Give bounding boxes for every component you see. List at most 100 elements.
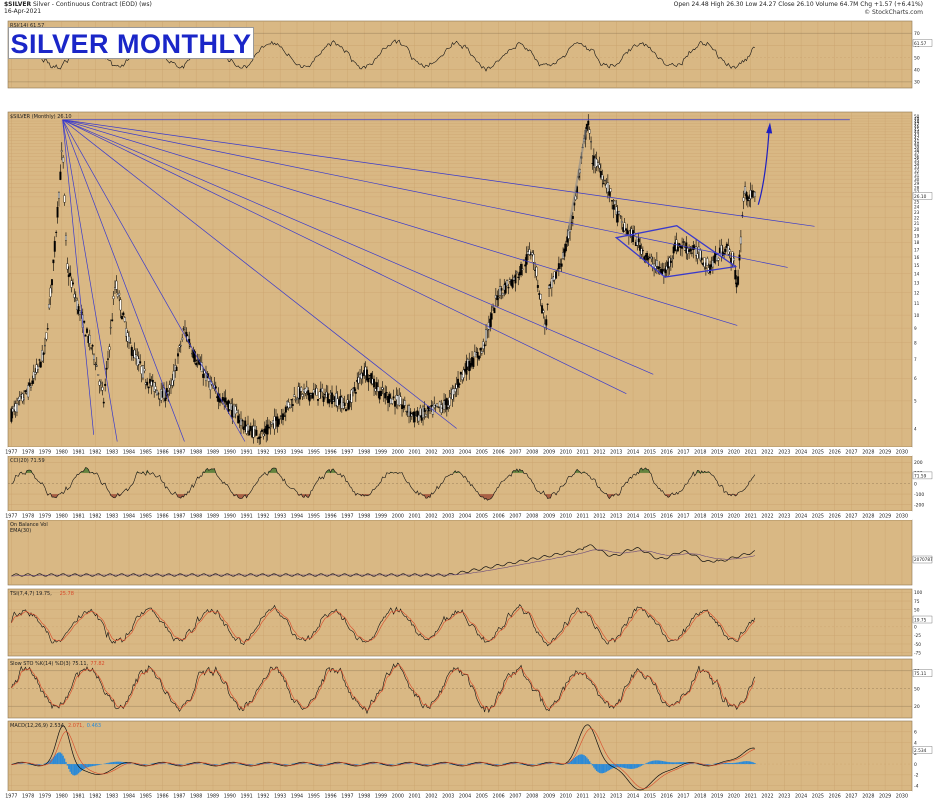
- price-candle-body: [73, 293, 76, 298]
- macd-histogram-bar: [381, 764, 384, 765]
- date-tick-label: 2018: [694, 794, 706, 799]
- price-candle-body: [321, 388, 324, 393]
- price-candle-body: [608, 191, 611, 196]
- price-candle-body: [380, 390, 383, 397]
- price-tick-label: 36: [914, 154, 920, 159]
- price-candle-body: [242, 426, 245, 431]
- date-tick-label: 2005: [476, 794, 488, 799]
- macd-histogram-bar: [688, 762, 690, 765]
- macd-histogram-bar: [507, 763, 510, 765]
- price-candle-body: [24, 390, 27, 392]
- macd-histogram-bar: [314, 764, 316, 766]
- date-tick-label: 2027: [845, 794, 857, 799]
- macd-histogram-bar: [318, 764, 321, 765]
- price-tick-label: 15: [914, 263, 920, 268]
- price-candle-body: [167, 391, 170, 395]
- price-candle-body: [664, 268, 667, 274]
- macd-histogram-bar: [90, 764, 92, 767]
- price-candle-body: [739, 236, 742, 245]
- price-candle-body: [143, 368, 146, 372]
- date-tick-label: 1998: [358, 514, 370, 520]
- macd-histogram-bar: [653, 760, 655, 765]
- price-candle-body: [121, 315, 123, 320]
- date-tick-label: 1993: [274, 450, 286, 456]
- macd-histogram-bar: [97, 764, 99, 766]
- macd-hist-label: 0.463: [87, 723, 101, 729]
- sto-signal-label: 77.82: [90, 661, 104, 667]
- macd-histogram-bar: [586, 757, 588, 765]
- macd-histogram-bar: [338, 763, 340, 765]
- macd-histogram-bar: [332, 763, 335, 765]
- date-tick-label: 2002: [425, 514, 437, 520]
- date-tick-label: 2011: [577, 450, 589, 456]
- price-candle-body: [528, 249, 531, 255]
- price-candle-body: [587, 120, 590, 126]
- price-tick-label: 6: [914, 376, 917, 381]
- macd-histogram-bar: [469, 763, 472, 765]
- macd-histogram-bar: [504, 763, 507, 765]
- price-tick-label: 42: [914, 135, 920, 140]
- date-tick-label: 1983: [106, 794, 118, 799]
- price-candle-body: [214, 386, 217, 389]
- macd-histogram-bar: [727, 762, 729, 765]
- date-tick-label: 1978: [22, 794, 34, 799]
- price-value-tag-bg: [912, 192, 933, 200]
- price-candle-body: [751, 190, 754, 198]
- date-tick-label: 2020: [728, 794, 740, 799]
- price-candle-body: [105, 367, 108, 370]
- date-tick-label: 2007: [509, 794, 521, 799]
- price-candle-body: [77, 306, 80, 314]
- date-tick-label: 2024: [795, 794, 807, 799]
- price-candle-body: [641, 250, 644, 252]
- price-candle-body: [90, 347, 93, 349]
- price-candle-body: [392, 396, 395, 399]
- price-candle-body: [465, 361, 468, 375]
- macd-histogram-bar: [573, 758, 575, 765]
- macd-histogram-bar: [83, 764, 85, 769]
- date-tick-label: 1998: [358, 450, 370, 456]
- macd-histogram-bar: [702, 764, 704, 766]
- macd-histogram-bar: [111, 762, 113, 765]
- date-tick-label: 2008: [526, 794, 538, 799]
- macd-histogram-bar: [268, 763, 270, 765]
- macd-histogram-bar: [461, 764, 463, 765]
- price-candle-body: [94, 364, 97, 366]
- macd-histogram-bar: [77, 764, 80, 774]
- price-tick-label: 9: [914, 326, 917, 331]
- price-candle-body: [129, 342, 132, 344]
- date-tick-label: 2004: [459, 514, 471, 520]
- macd-histogram-bar: [143, 764, 146, 765]
- price-candle-body: [457, 378, 460, 388]
- price-candle-body: [249, 426, 252, 430]
- tsi-label: TSI(7,4,7) 19.75,: [9, 591, 52, 597]
- date-tick-label: 1981: [72, 794, 84, 799]
- date-tick-label: 1996: [325, 794, 337, 799]
- price-candle-body: [616, 211, 619, 223]
- price-candle-body: [542, 310, 545, 313]
- price-series-candles: [10, 114, 756, 445]
- date-tick-label: 2001: [409, 794, 421, 799]
- macd-histogram-bar: [98, 764, 101, 765]
- price-tick-label: 33: [914, 165, 920, 170]
- price-candle-body: [753, 191, 756, 197]
- price-candle-body: [259, 436, 262, 438]
- date-tick-label: 1986: [156, 514, 168, 520]
- macd-histogram-bar: [496, 764, 498, 765]
- price-tick-label: 34: [914, 162, 920, 167]
- price-candle-body: [235, 410, 238, 413]
- date-tick-label: 1986: [156, 794, 168, 799]
- macd-histogram-bar: [455, 764, 458, 766]
- price-candle-body: [168, 384, 171, 389]
- macd-histogram-bar: [73, 764, 76, 776]
- price-candle-body: [560, 263, 563, 267]
- price-candle-body: [454, 388, 457, 392]
- macd-histogram-bar: [668, 762, 671, 765]
- arrow-shaft: [757, 128, 770, 205]
- rsi-tick-label: 70: [914, 31, 920, 37]
- price-tick-label: 38: [914, 148, 920, 153]
- macd-histogram-bar: [297, 763, 300, 765]
- date-tick-label: 1988: [190, 450, 202, 456]
- macd-histogram-bar: [686, 762, 689, 765]
- price-tick-label: 29: [914, 181, 920, 186]
- date-tick-label: 2003: [442, 514, 454, 520]
